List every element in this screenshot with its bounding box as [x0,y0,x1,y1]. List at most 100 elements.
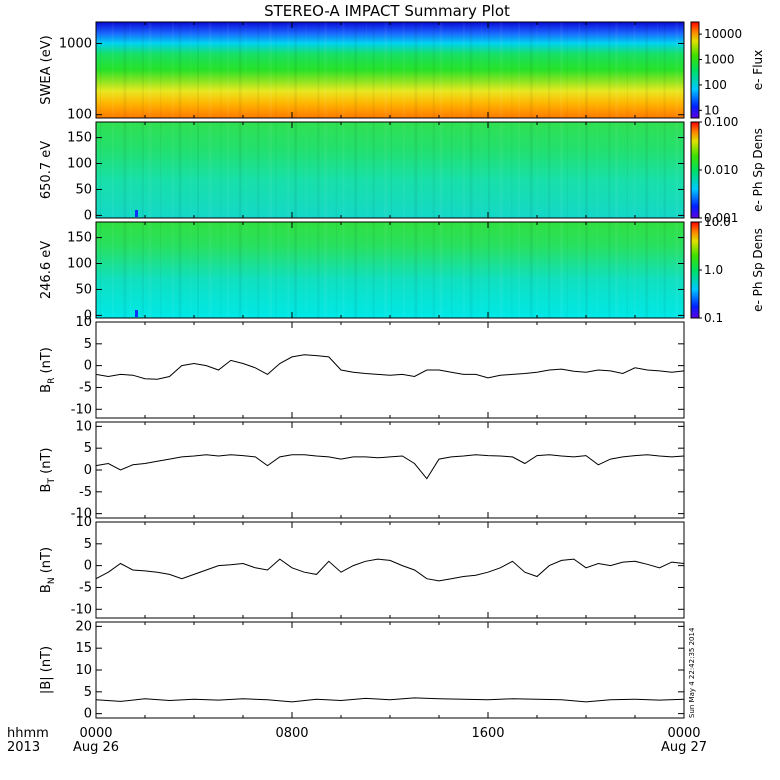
pad650-streak [511,122,513,218]
pad650-streak [372,122,375,218]
pad246-streak [324,222,328,318]
pad246-streak [178,222,182,318]
pad650-colorbar-tick-label: 0.010 [704,163,738,177]
pad650-streak [160,122,162,218]
swea-streak [529,22,533,118]
pad246-streak [462,222,465,318]
swea-streak [305,22,307,118]
swea-streak [402,22,405,118]
swea-streak [391,22,392,118]
pad650-streak [342,122,345,218]
pad246-spectrogram [96,222,684,318]
pad246-streak [287,222,290,318]
pad246-colorbar-tick-label: 1.0 [704,263,723,277]
pad246-streak [656,222,658,318]
swea-ytick-label: 1000 [59,36,92,51]
swea-streak [365,22,367,118]
pad246-streak [499,222,503,318]
pad246-colorbar-tick-label: 10.0 [704,215,731,229]
swea-streak [354,22,358,118]
pad246-streak [141,222,144,318]
pad246-ytick-label: 0 [84,308,92,323]
pad650-streak [656,122,658,218]
swea-streak [384,22,388,118]
pad650-colorbar [690,121,700,219]
bn-ytick-label: 5 [84,537,92,552]
pad650-streak [257,122,260,218]
bt-ylabel: BT (nT) [39,448,57,493]
panel-pad650: 0.100 0.010 0.001 e- Ph Sp Dens 150 100 50 0 650… [39,115,765,225]
br-ylabel-unit: (nT) [39,347,54,377]
swea-streak [220,22,222,118]
x-unit-label: hhmm [7,726,49,741]
swea-streak [178,22,182,118]
swea-streak [566,22,568,118]
pad246-streak [148,222,152,318]
pad650-streak [238,122,242,218]
bn-ylabel-sub: N [47,577,57,584]
end-date-label: Aug 27 [661,740,707,755]
swea-streak [111,22,114,118]
panel-swea: 10000 1000 100 10 e- Flux 1000 100 SWEA (eV) [39,21,765,123]
swea-streak [578,22,581,118]
swea-streak [663,22,666,118]
panel-bmag: 20 15 10 5 0 |B| (nT) [39,619,685,722]
pad650-streak [324,122,328,218]
pad246-streak [511,222,513,318]
pad246-ytick-label: 50 [75,282,92,297]
pad650-streak [384,122,388,218]
swea-streak [585,22,588,118]
pad246-streak [585,222,588,318]
swea-streak [324,22,328,118]
swea-streak [511,22,513,118]
bmag-frame [95,621,685,719]
pad650-streak [100,122,101,218]
pad246-streak [402,222,405,318]
pad650-streak [451,122,453,218]
pad650-streak [275,122,277,218]
pad650-streak [208,122,212,218]
pad246-streak [130,222,132,318]
swea-streak [342,22,345,118]
swea-colorbar-label: e- Flux [751,50,765,90]
bmag-ylabel: |B| (nT) [39,646,54,694]
br-series-line [95,354,685,380]
br-ytick-label: 0 [84,359,92,374]
swea-streak [335,22,337,118]
swea-streak [462,22,465,118]
bt-ytick-label: 5 [84,441,92,456]
pad650-streak [675,122,679,218]
br-ylabel-sub: R [47,378,57,384]
pad650-streak [559,122,563,218]
bmag-series-line [95,697,685,703]
pad246-streak [559,222,563,318]
bt-ytick-label: -10 [71,507,92,522]
pad650-streak [402,122,405,218]
bn-ytick-label: -5 [79,580,92,595]
pad246-streak [439,222,443,318]
bmag-ytick-label: 10 [75,663,92,678]
swea-streak [317,22,320,118]
pad650-streak [615,122,619,218]
pad650-streak [585,122,588,218]
pad650-streak [663,122,666,218]
swea-ylabel: SWEA (eV) [39,35,54,104]
pad246-streak [488,222,490,318]
pad650-streak [421,122,423,218]
pad246-streak [257,222,260,318]
swea-streak [559,22,563,118]
pad246-streak [432,222,435,318]
swea-streak [197,22,199,118]
pad650-streak [178,122,182,218]
bn-frame [95,521,685,619]
swea-streak [414,22,418,118]
x-tick-label: 0800 [275,726,308,741]
pad650-streak [245,122,247,218]
pad246-streak [190,222,192,318]
br-ylabel-main: B [39,384,54,393]
pad246-streak [608,222,611,318]
pad650-colorbar-label: e- Ph Sp Dens [751,128,765,212]
pad650-streak [365,122,367,218]
swea-streak [238,22,242,118]
br-ytick-label: 10 [75,315,92,330]
